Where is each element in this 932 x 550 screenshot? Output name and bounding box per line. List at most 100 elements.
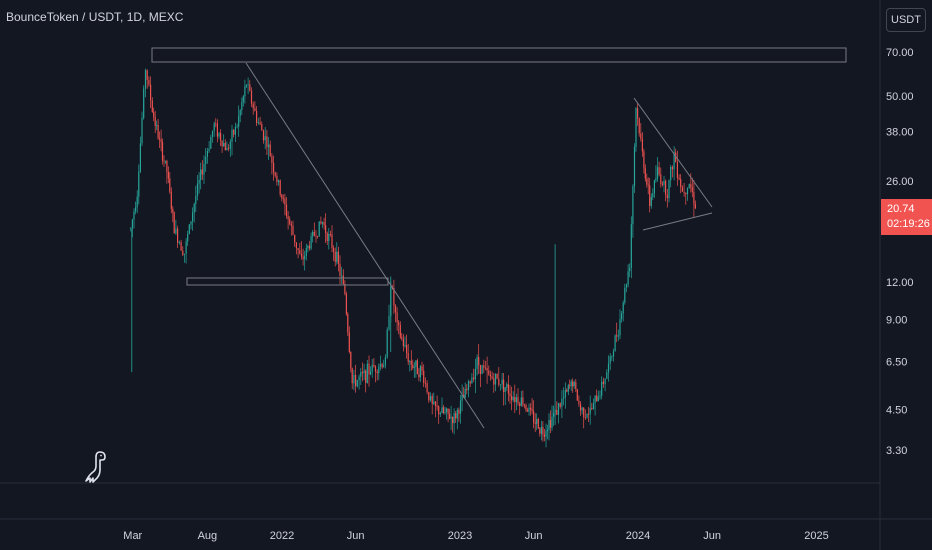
candle-body — [402, 338, 404, 347]
candle-body — [190, 221, 192, 225]
price-tick-label: 50.00 — [886, 91, 914, 103]
candle-body — [381, 363, 383, 368]
candle-body — [130, 228, 132, 229]
candle-body — [266, 136, 268, 148]
candle-body — [441, 407, 443, 414]
candle-body — [133, 211, 135, 220]
candle-body — [473, 377, 475, 380]
triangle-upper-line[interactable] — [633, 97, 713, 208]
candle-body — [675, 152, 677, 163]
candle-body — [206, 151, 208, 157]
candle-body — [442, 407, 445, 413]
candle-body — [344, 284, 346, 294]
candle-body — [504, 387, 506, 392]
candle-body — [216, 123, 218, 137]
candle-body — [376, 371, 378, 374]
candle-body — [220, 133, 222, 141]
candle-body — [195, 196, 197, 204]
candle-body — [262, 130, 265, 141]
candle-body — [569, 385, 571, 387]
candle-body — [201, 169, 203, 175]
time-axis[interactable]: Mar Aug 2022 Jun 2023 Jun 2024 Jun 2025 — [123, 530, 828, 542]
candle-body — [630, 224, 632, 268]
candle-body — [213, 123, 215, 131]
candle-body — [426, 383, 428, 392]
candle-body — [573, 382, 575, 387]
candle-body — [661, 183, 663, 185]
candle-body — [135, 207, 137, 212]
candle-body — [396, 312, 398, 323]
candle-body — [384, 357, 386, 366]
candle-body — [515, 397, 517, 403]
candle-body — [548, 420, 550, 430]
price-tick-label: 70.00 — [886, 47, 914, 59]
candle-body — [236, 126, 238, 128]
candle-body — [244, 86, 246, 97]
candle-body — [156, 125, 158, 126]
candle-body — [471, 377, 473, 384]
candle-body — [333, 248, 335, 252]
candle-body — [271, 156, 273, 163]
candle-body — [257, 122, 259, 124]
price-tick-label: 4.50 — [886, 405, 907, 417]
candle-body — [419, 366, 421, 378]
dinosaur-logo-icon[interactable] — [84, 450, 108, 484]
candle-body — [622, 302, 624, 314]
candle-body — [658, 167, 660, 175]
candle-body — [264, 136, 266, 141]
candle-body — [431, 396, 433, 404]
candle-body — [545, 431, 547, 437]
triangle-lower-line[interactable] — [642, 212, 713, 231]
time-tick-label: Aug — [198, 530, 218, 542]
candle-body — [276, 175, 278, 182]
candle-body — [691, 187, 693, 192]
candle-body — [242, 96, 244, 103]
candle-body — [368, 363, 370, 375]
candle-body — [429, 396, 432, 401]
candle-body — [681, 187, 683, 192]
candle-body — [421, 366, 423, 371]
candle-body — [304, 255, 306, 260]
candle-body — [164, 160, 166, 162]
candle-body — [567, 385, 569, 392]
candle-body — [665, 181, 667, 195]
candle-body — [588, 414, 590, 415]
downtrend-line[interactable] — [245, 62, 485, 429]
candle-body — [218, 133, 220, 137]
resistance-zone-rectangle[interactable] — [151, 47, 847, 63]
candle-body — [428, 392, 430, 401]
candle-body — [625, 284, 628, 288]
candle-body — [509, 393, 511, 396]
candle-body — [423, 370, 425, 383]
candle-body — [231, 130, 233, 142]
candle-body — [650, 197, 652, 206]
candle-body — [501, 379, 503, 385]
candle-body — [143, 88, 145, 118]
candle-body — [215, 123, 217, 125]
candle-body — [154, 116, 156, 126]
candle-body — [676, 162, 678, 178]
symbol-title[interactable]: BounceToken / USDT, 1D, MEXC — [6, 10, 184, 24]
candle-body — [445, 408, 448, 413]
candle-body — [351, 368, 353, 384]
candle-body — [424, 382, 426, 384]
candle-body — [604, 378, 606, 385]
time-tick-label: 2022 — [270, 530, 294, 542]
candle-body — [589, 408, 591, 415]
candle-body — [229, 141, 231, 149]
candle-body — [649, 185, 651, 206]
candle-body — [170, 191, 172, 209]
candle-body — [693, 191, 695, 205]
candle-body — [540, 426, 542, 434]
candle-body — [268, 144, 270, 148]
candle-body — [334, 251, 336, 262]
candle-body — [185, 241, 187, 254]
currency-button[interactable]: USDT — [886, 8, 926, 32]
candle-body — [483, 365, 485, 368]
candle-body — [539, 428, 541, 434]
candle-body — [259, 122, 261, 125]
candle-body — [326, 233, 328, 241]
price-axis[interactable]: 70.00 50.00 38.00 26.00 12.00 9.00 6.50 4.50 3.3… — [886, 47, 914, 457]
candle-body — [299, 250, 301, 254]
